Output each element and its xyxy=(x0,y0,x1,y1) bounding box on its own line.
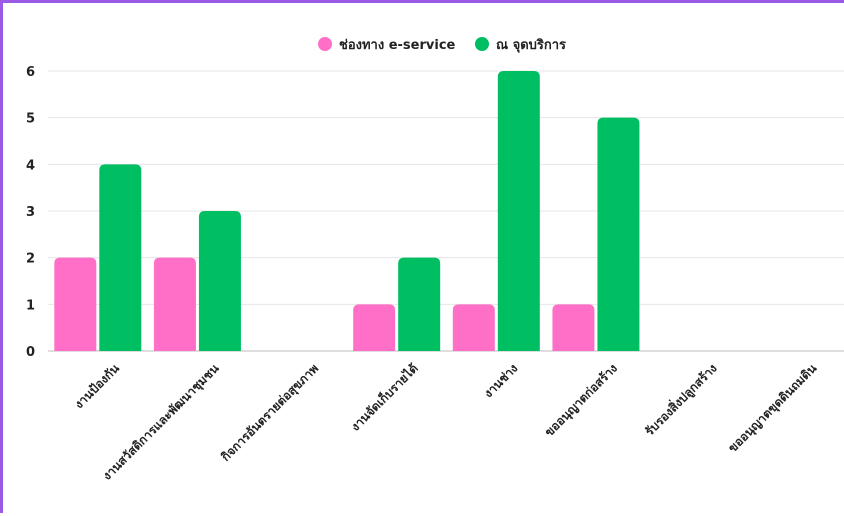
bar-service-point-0 xyxy=(99,164,142,351)
bar-e-service-0 xyxy=(54,257,97,351)
x-axis: งานป้องกันงานสวัสดิการและพัฒนาชุมชนกิจกา… xyxy=(72,360,821,484)
bar-service-point-5 xyxy=(597,117,640,352)
legend-swatch xyxy=(318,37,332,51)
y-tick-label: 6 xyxy=(26,65,35,80)
bar-service-point-3 xyxy=(398,257,441,351)
y-tick-label: 2 xyxy=(26,252,35,267)
y-tick-label: 3 xyxy=(26,205,35,220)
x-tick-label: ขออนุญาตขุดดินถมดิน xyxy=(725,361,820,456)
legend-label: ณ จุดบริการ xyxy=(496,38,566,53)
x-tick-label: งานช่าง xyxy=(481,361,520,400)
x-tick-label: กิจการอันตรายต่อสุขภาพ xyxy=(218,361,321,464)
x-tick-label: ขออนุญาตก่อสร้าง xyxy=(542,361,621,440)
x-tick-label: งานสวัสดิการและพัฒนาชุมชน xyxy=(100,361,223,484)
bar-e-service-1 xyxy=(153,257,196,351)
y-axis: 0 1 2 3 4 5 6 xyxy=(26,65,35,360)
bar-chart: 0 1 2 3 4 5 6 งานป้องกันงานสวัสดิการและพัฒนาชุ… xyxy=(26,37,844,484)
bar-e-service-4 xyxy=(452,304,495,351)
x-tick-label: รับรองสิ่งปลูกสร้าง xyxy=(641,360,721,440)
legend-item-0[interactable]: ช่องทาง e-service xyxy=(318,37,456,53)
bar-e-service-5 xyxy=(552,304,595,351)
x-tick-label: งานจัดเก็บรายได้ xyxy=(348,360,421,433)
legend-item-1[interactable]: ณ จุดบริการ xyxy=(475,37,566,53)
x-tick-label: งานป้องกัน xyxy=(72,361,123,412)
legend: ช่องทาง e-service ณ จุดบริการ xyxy=(318,37,566,53)
legend-swatch xyxy=(475,37,489,51)
bar-e-service-3 xyxy=(353,304,396,351)
bar-service-point-1 xyxy=(198,211,241,351)
y-tick-label: 0 xyxy=(26,345,35,360)
y-tick-label: 1 xyxy=(26,298,35,313)
y-tick-label: 4 xyxy=(26,158,35,173)
legend-label: ช่องทาง e-service xyxy=(339,38,456,53)
bar-service-point-4 xyxy=(497,71,540,351)
bars xyxy=(54,71,640,352)
y-tick-label: 5 xyxy=(26,112,35,127)
